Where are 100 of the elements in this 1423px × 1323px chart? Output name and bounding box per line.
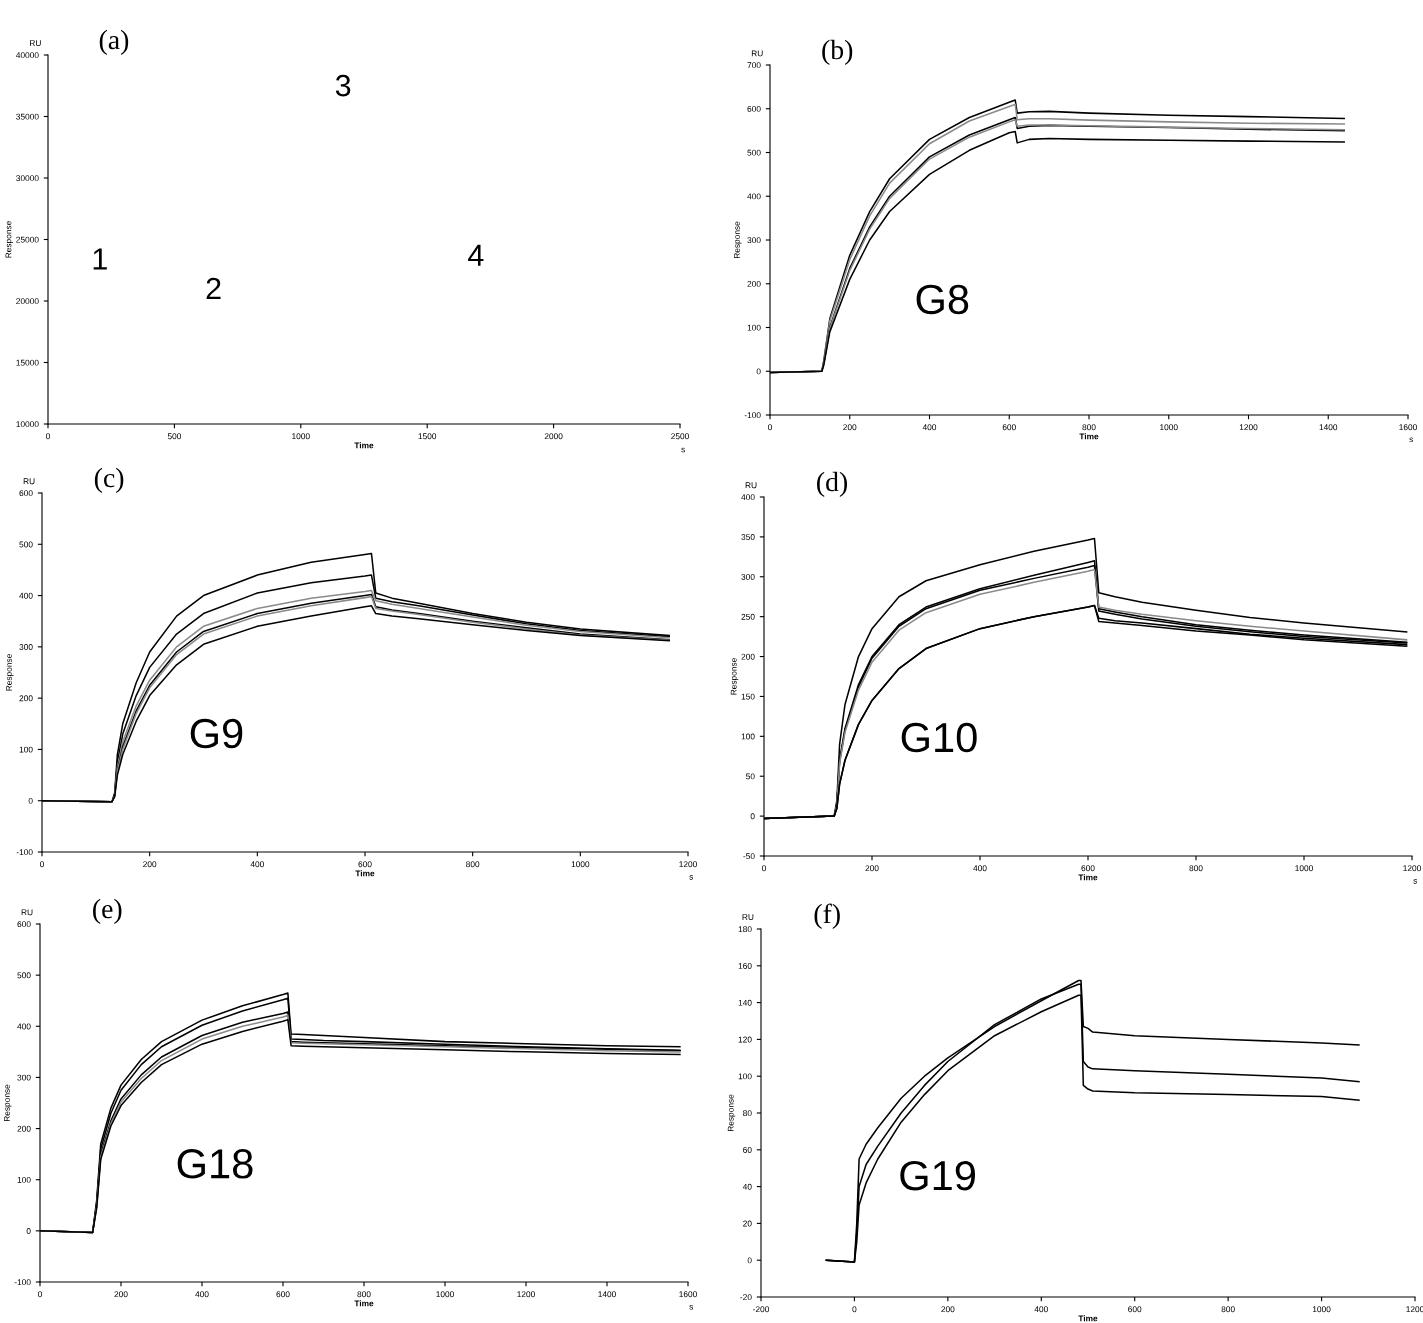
- chart-title: (c): [94, 467, 124, 493]
- y-axis-title: Response: [5, 221, 14, 258]
- annotation: G8: [916, 284, 969, 315]
- x-tick-label: 800: [1189, 865, 1203, 872]
- chart-title: (f): [814, 903, 840, 929]
- text: RU: [742, 914, 754, 920]
- y-tick-label: 120: [738, 1036, 752, 1043]
- x-tick-label: 1200: [1406, 1306, 1423, 1313]
- x-tick-label: 0: [852, 1306, 857, 1313]
- y-tick-label: 0: [750, 813, 755, 820]
- y-tick-label: 150: [741, 693, 755, 700]
- y-tick-label: 600: [747, 105, 761, 112]
- y-tick-label: -100: [744, 412, 761, 419]
- y-tick-label: 180: [738, 926, 752, 933]
- y-tick-label: 140: [738, 999, 752, 1006]
- x-tick-label: 400: [973, 865, 987, 872]
- x-tick-label: 2000: [544, 433, 563, 440]
- x-tick-label: 200: [843, 424, 857, 431]
- y-tick-label: 200: [741, 653, 755, 660]
- y-tick-label: 250: [741, 613, 755, 620]
- y-tick-label: 20: [743, 1220, 752, 1227]
- x-tick-label: 800: [1221, 1306, 1235, 1313]
- x-axis-title: Time: [1078, 874, 1098, 881]
- annotation: 2: [206, 277, 221, 300]
- x-tick-label: 200: [143, 861, 157, 868]
- y-tick-label: 300: [19, 644, 33, 650]
- x-tick-label: 200: [865, 865, 879, 872]
- y-tick-label: 10000: [16, 421, 39, 428]
- annotation: G18: [177, 1149, 253, 1179]
- x-tick-label: 800: [1082, 424, 1096, 431]
- x-tick-label: 200: [941, 1306, 955, 1313]
- x-tick-label: 800: [357, 1291, 371, 1298]
- text: RU: [23, 478, 35, 485]
- x-tick-label: 600: [1128, 1306, 1142, 1313]
- x-axis-title: Time: [355, 870, 375, 877]
- y-tick-label: 350: [741, 534, 755, 540]
- y-tick-label: 400: [19, 592, 33, 599]
- x-tick-label: 1200: [1239, 424, 1258, 431]
- x-tick-label: 1200: [517, 1291, 535, 1298]
- text: s: [689, 1305, 694, 1310]
- x-tick-label: 1200: [679, 861, 697, 868]
- y-tick-label: 400: [747, 193, 761, 200]
- x-tick-label: 600: [1081, 865, 1095, 872]
- y-tick-label: -100: [16, 849, 33, 856]
- y-tick-label: 35000: [16, 113, 39, 120]
- y-tick-label: 15000: [16, 359, 39, 366]
- y-axis-title: Response: [734, 221, 742, 259]
- x-tick-label: 600: [1002, 424, 1016, 431]
- y-tick-label: 600: [19, 490, 33, 497]
- x-tick-label: 1500: [418, 433, 437, 440]
- y-tick-label: 500: [17, 972, 31, 979]
- text: RU: [745, 482, 757, 489]
- x-axis-title: Time: [354, 1300, 374, 1307]
- chart-title: (b): [822, 39, 853, 65]
- y-tick-label: 100: [741, 733, 755, 740]
- x-tick-label: 1000: [571, 861, 590, 868]
- y-tick-label: 300: [17, 1074, 31, 1081]
- y-tick-label: 30000: [16, 175, 39, 182]
- text: s: [1409, 437, 1413, 443]
- y-tick-label: 0: [747, 1257, 752, 1264]
- x-tick-label: 500: [167, 433, 182, 440]
- x-tick-label: 0: [762, 865, 766, 872]
- y-axis-title: Response: [6, 654, 14, 691]
- x-tick-label: 1600: [1399, 424, 1417, 431]
- chart-title: (d): [817, 471, 848, 497]
- y-tick-label: 50: [746, 773, 755, 780]
- x-tick-label: 2500: [671, 433, 689, 440]
- y-tick-label: 25000: [16, 236, 39, 243]
- text: RU: [21, 909, 33, 916]
- y-axis-title: Response: [730, 658, 739, 695]
- x-tick-label: 400: [250, 861, 264, 868]
- x-tick-label: 200: [114, 1291, 128, 1298]
- x-tick-label: 1000: [292, 433, 310, 440]
- text: RU: [30, 40, 41, 46]
- y-tick-label: 500: [747, 149, 761, 156]
- x-tick-label: 0: [46, 433, 50, 440]
- y-tick-label: 100: [738, 1073, 752, 1080]
- x-tick-label: 1400: [598, 1291, 616, 1298]
- y-tick-label: 40000: [15, 52, 39, 59]
- text: s: [1413, 879, 1418, 884]
- y-tick-label: 100: [19, 746, 33, 753]
- x-tick-label: 1400: [1319, 424, 1338, 431]
- y-tick-label: 60: [743, 1147, 752, 1153]
- x-tick-label: 400: [922, 424, 937, 431]
- y-tick-label: 0: [28, 797, 33, 804]
- x-axis-title: Time: [1079, 433, 1099, 440]
- y-tick-label: 700: [747, 62, 761, 69]
- y-tick-label: 0: [26, 1228, 31, 1234]
- y-tick-label: 600: [17, 921, 31, 928]
- x-tick-label: 1000: [1160, 424, 1178, 431]
- y-tick-label: 300: [747, 237, 761, 244]
- y-tick-label: -50: [743, 853, 755, 860]
- y-tick-label: 100: [17, 1176, 31, 1183]
- y-tick-label: 200: [19, 695, 33, 702]
- text: RU: [751, 50, 763, 57]
- annotation: G10: [901, 722, 977, 753]
- annotation: 3: [335, 74, 351, 97]
- x-tick-label: 600: [276, 1291, 290, 1298]
- y-tick-label: 0: [756, 368, 761, 375]
- x-axis-title: Time: [1078, 1315, 1098, 1322]
